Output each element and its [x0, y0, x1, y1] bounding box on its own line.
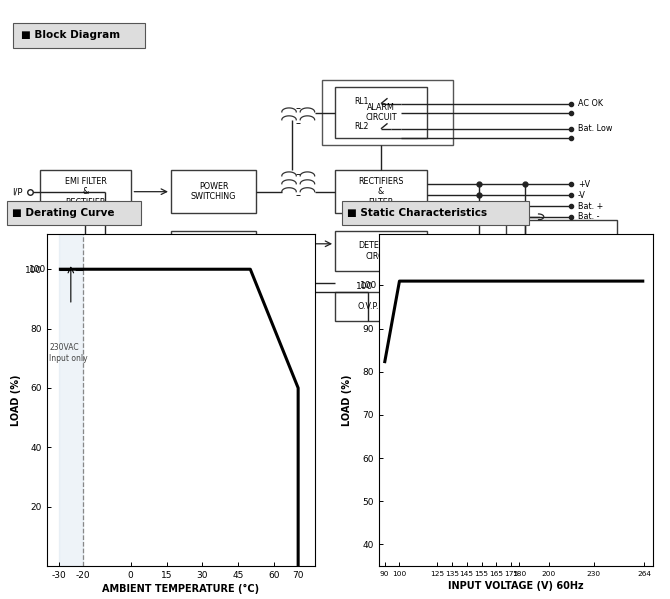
Text: Bat. Low: Bat. Low: [578, 124, 612, 134]
FancyBboxPatch shape: [79, 242, 131, 271]
Text: Bat. +: Bat. +: [578, 201, 603, 211]
Text: AC OK: AC OK: [578, 99, 603, 108]
Text: DETECTION
CIRCUIT: DETECTION CIRCUIT: [358, 241, 404, 261]
Text: PWM
CONTROL: PWM CONTROL: [194, 241, 233, 261]
Text: ■ Static Characteristics: ■ Static Characteristics: [347, 208, 487, 217]
Text: EMI FILTER
&
RECTIFIER: EMI FILTER & RECTIFIER: [64, 177, 107, 207]
FancyBboxPatch shape: [269, 274, 309, 292]
Y-axis label: LOAD (%): LOAD (%): [11, 374, 21, 425]
X-axis label: AMBIENT TEMPERATURE (°C): AMBIENT TEMPERATURE (°C): [103, 584, 259, 594]
Text: /: /: [287, 277, 291, 290]
Text: Battery Charger
&
Back up Control: Battery Charger & Back up Control: [533, 235, 590, 256]
Text: 100: 100: [360, 281, 377, 290]
FancyBboxPatch shape: [171, 170, 256, 213]
FancyBboxPatch shape: [40, 170, 131, 213]
Text: I/P: I/P: [13, 187, 23, 196]
Text: 100: 100: [28, 265, 46, 274]
Text: RL2: RL2: [354, 122, 369, 132]
Text: RECTIFIERS
&
FILTER: RECTIFIERS & FILTER: [358, 177, 404, 207]
FancyBboxPatch shape: [13, 23, 145, 48]
FancyBboxPatch shape: [335, 292, 401, 321]
Text: +V: +V: [578, 180, 590, 189]
Text: /: /: [287, 237, 291, 250]
FancyBboxPatch shape: [171, 231, 256, 271]
Text: RL1: RL1: [354, 97, 369, 107]
FancyBboxPatch shape: [335, 170, 427, 213]
Text: ALARM
CIRCUIT: ALARM CIRCUIT: [365, 103, 397, 122]
Y-axis label: LOAD (%): LOAD (%): [342, 374, 352, 425]
Text: POWER
SWITCHING: POWER SWITCHING: [191, 182, 237, 201]
Text: O.L.P.: O.L.P.: [94, 252, 116, 261]
FancyBboxPatch shape: [335, 231, 427, 271]
Text: Bat. -: Bat. -: [578, 212, 600, 222]
Text: ■ Derating Curve: ■ Derating Curve: [12, 208, 115, 217]
FancyBboxPatch shape: [506, 220, 617, 271]
FancyBboxPatch shape: [335, 87, 427, 138]
Text: -V: -V: [578, 190, 586, 200]
Text: 230VAC
Input only: 230VAC Input only: [50, 343, 88, 363]
FancyBboxPatch shape: [269, 235, 309, 253]
Bar: [59, 234, 83, 566]
Text: O.V.P.: O.V.P.: [357, 302, 379, 311]
X-axis label: INPUT VOLTAGE (V) 60Hz: INPUT VOLTAGE (V) 60Hz: [448, 581, 584, 591]
Text: ■ Block Diagram: ■ Block Diagram: [21, 31, 121, 40]
